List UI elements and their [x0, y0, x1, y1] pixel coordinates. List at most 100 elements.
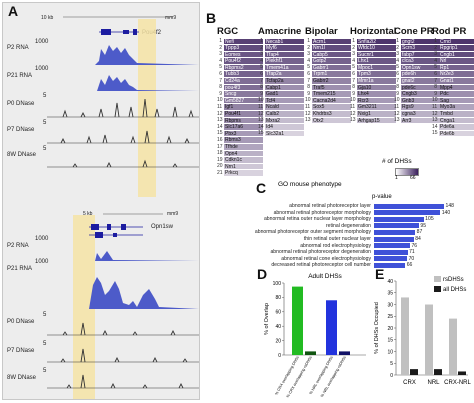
gene-name-cell: Pou4f1	[224, 111, 263, 117]
go-bar-value: 87	[416, 229, 423, 236]
chart-d-y-tick-label: 80	[275, 295, 281, 301]
chart-d-category-label: % NRL overlapping DHSs	[309, 355, 334, 395]
gene-rank: 7	[396, 77, 399, 84]
gene-rank: 13	[217, 117, 223, 124]
scale-right-top: mm9	[165, 15, 177, 21]
gene-name-cell: Nr2e3	[439, 71, 474, 78]
gene-name-cell: Gnb3	[401, 97, 440, 104]
gene-item: 13 Rbpms	[217, 117, 263, 124]
gene-column-3: Horizontal 1 Snfla2l2 2 Wfdc10 3 Sucnr1 4 Lhx1 5 M…	[350, 26, 396, 124]
chart-d-bar	[292, 286, 303, 355]
gene-item: 7 Tcfap2a	[258, 78, 304, 85]
gene-rank: 7	[260, 77, 263, 84]
gene-name-cell: Pbx3	[224, 130, 263, 137]
gene-item: 14 Pde6a	[432, 124, 474, 131]
gene-item: 11 Ncald	[258, 104, 304, 111]
chart-e-y-tick-label: 25	[387, 314, 393, 320]
gene-rank: 5	[396, 64, 399, 71]
track-max-bottom-4: 5	[43, 341, 47, 347]
gene-item: 11 Igf1	[217, 104, 263, 111]
gene-rank: 4	[219, 57, 222, 64]
go-bar	[374, 216, 424, 222]
gene-name-cell: Cd24a	[224, 78, 263, 84]
gene-name-cell: Sag	[439, 97, 474, 104]
gene-rank: 3	[307, 51, 310, 58]
gene-item: 4 clca3	[394, 58, 440, 65]
gene-name-cell: Cnga1	[439, 117, 474, 124]
go-term-label: abnormal retinal photoreceptor layer	[289, 203, 371, 209]
chart-e-y-tick-label: 5	[390, 361, 393, 367]
track-max-bottom-5: 5	[43, 368, 47, 374]
gene-rank: 6	[260, 70, 263, 77]
gene-name-cell: Tcfap2a	[265, 78, 304, 84]
chart-d-title: Adult DHSs	[308, 273, 342, 280]
dnase-track-top-p7	[47, 130, 199, 144]
rna-track-bottom-p21	[47, 277, 199, 309]
gene-rank: 9	[307, 90, 310, 97]
gene-name-cell: Gm5827	[224, 97, 263, 104]
gene-name-cell: Rgs9	[401, 104, 440, 111]
gene-item: 14 Slc17a6	[217, 124, 263, 131]
gene-name-cell: Lhx1	[357, 58, 396, 64]
gene-item: 1 Snfla2l2	[350, 38, 396, 45]
panel-d-overlap-chart: Adult DHSs 0 20 40 60 80 100 % of Overlap % CRX …	[264, 273, 366, 398]
chart-e-y-label: % of DHSs Occupied	[374, 302, 380, 354]
gene-rank: 9	[352, 90, 355, 97]
gene-item: 3 Cngb1	[432, 51, 474, 58]
gene-rank: 3	[396, 51, 399, 58]
gene-name-cell: Myf6	[265, 45, 304, 51]
gene-name-cell: Nefl	[224, 38, 263, 45]
gene-item: 4 Nrl	[432, 58, 474, 65]
gene-name-cell: Mpoc1	[357, 64, 396, 71]
gene-item: 16 Rbms3	[217, 137, 263, 144]
panel-label-c: C	[256, 180, 267, 196]
go-bar	[374, 210, 441, 216]
gene-rank: 6	[434, 70, 437, 77]
gene-name-cell: Plekhf1	[265, 58, 304, 64]
go-bar-value: 71	[409, 249, 415, 256]
gene-item: 21 Prkcq	[217, 170, 263, 177]
gene-name-cell: Tcf4	[265, 97, 304, 104]
gene-item: 11 Sox5	[305, 104, 351, 111]
gene-item: 12 Pou4f1	[217, 111, 263, 118]
gene-rank: 1	[219, 38, 222, 44]
gene-rank: 10	[217, 97, 223, 104]
gene-rank: 11	[394, 103, 400, 110]
go-bar-value: 140	[441, 209, 451, 216]
legend-title: # of DHSs	[382, 158, 412, 165]
gene-name-cell: Gstp2	[312, 58, 351, 64]
gene-name-cell: Cngb3	[401, 91, 440, 97]
chart-e-y-tick-label: 15	[387, 338, 393, 344]
gene-name-cell: Tubb3	[224, 71, 263, 78]
gene-item: 3 Eomes	[217, 51, 263, 58]
gene-item: 15 Slc32a1	[258, 130, 304, 137]
track-label-top-5: 8W DNase	[7, 152, 37, 158]
gene-item: 10 Tcf4	[258, 97, 304, 104]
chart-d-category-label: % NRL overlapping rsDHSs	[320, 355, 347, 398]
scale-left-top: 10 kb	[41, 15, 54, 21]
gene-column-0: RGC 1 Nefl 2 Tppp3 3 Eomes 4 Pou4f2 5 Rbpms2 6 Tubb3…	[217, 26, 263, 176]
gene-name-cell: Calb2	[265, 111, 304, 117]
chart-e-legend-label: rsDHSs	[443, 277, 464, 283]
gene-name-cell: Mxra2	[265, 117, 304, 124]
scale-right-bottom: mm9	[167, 211, 179, 217]
panel-label-e: E	[375, 266, 385, 282]
gene-rank: 4	[434, 57, 437, 64]
go-term-label: decreased retinal photoreceptor cell num…	[271, 262, 371, 269]
go-bar	[374, 256, 408, 262]
gene-item: 11 Rgs9	[394, 104, 440, 111]
gene-item: 12 Khdrbs3	[305, 111, 351, 118]
gene-rank: 5	[219, 64, 222, 71]
gene-rank: 7	[307, 77, 310, 84]
gene-item: 6 Trpm1	[305, 71, 351, 78]
gene-name-cell: Tfap2a	[265, 71, 304, 78]
gene-item: 7 Mmr1a	[350, 78, 396, 85]
gene-name-cell: Pde6b	[439, 130, 474, 137]
scale-left-bottom: 5 kb	[83, 211, 93, 217]
gene-item: 12 Calb2	[258, 111, 304, 118]
gene-name-cell: Gnat1	[439, 78, 474, 84]
gene-name-cell: Ncald	[265, 104, 304, 111]
gene-name-cell: Nxig1	[357, 111, 396, 117]
gene-rank: 5	[307, 64, 310, 71]
dnase-track-top-8w	[47, 159, 199, 168]
